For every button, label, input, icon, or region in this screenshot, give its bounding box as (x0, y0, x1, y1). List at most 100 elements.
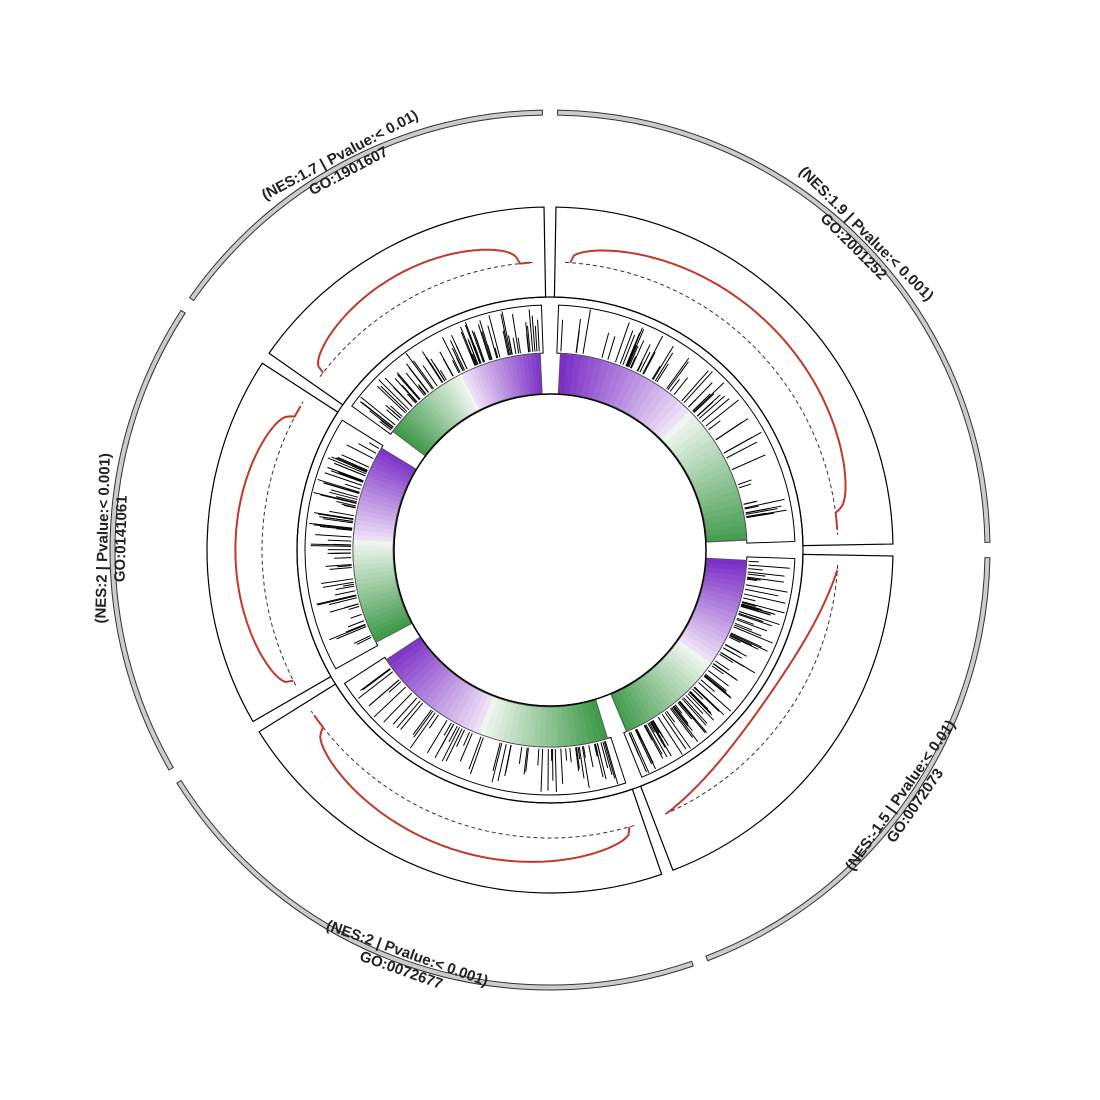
rank-cell (698, 596, 738, 616)
rank-cell (401, 653, 436, 685)
gene-hit (341, 454, 370, 468)
gene-hit (560, 748, 564, 784)
gene-hit (337, 456, 368, 471)
gene-hit (448, 725, 458, 743)
gene-hit (619, 330, 634, 365)
gene-hit (708, 420, 721, 431)
gene-hit (715, 421, 743, 441)
rank-cell (648, 396, 680, 432)
gene-hit (518, 746, 523, 764)
gene-hit (683, 697, 708, 724)
gene-hit (657, 716, 683, 755)
rank-cell (428, 673, 458, 710)
rank-cell (569, 354, 583, 396)
gene-hit (348, 605, 360, 610)
rank-cell (603, 364, 625, 405)
running-score-line (316, 248, 530, 374)
gene-hit (679, 700, 708, 733)
rank-cell (357, 503, 398, 518)
gene-hit (310, 545, 352, 547)
gene-hit (651, 365, 661, 380)
rank-cell (495, 700, 512, 742)
gene-hit (335, 585, 355, 591)
gene-hit (688, 691, 713, 716)
rank-cell (485, 362, 503, 402)
gene-hit (666, 710, 676, 723)
gene-hit (430, 363, 444, 383)
rank-cell (697, 483, 738, 504)
rank-cell (672, 643, 709, 673)
rank-cell (700, 588, 741, 605)
rank-cell (465, 691, 489, 732)
rank-cell (353, 533, 394, 542)
zero-line (565, 261, 839, 535)
gene-hit (577, 746, 581, 760)
gene-hit (456, 357, 464, 372)
gene-hit (648, 722, 656, 733)
rank-cell (585, 701, 602, 742)
gene-hit (488, 315, 501, 358)
rank-cell (634, 383, 663, 422)
gene-hit (442, 337, 461, 373)
rank-cell (425, 394, 454, 429)
gene-hit (327, 539, 352, 542)
rank-cell (704, 518, 746, 532)
gene-hit (693, 382, 725, 413)
rank-cell (648, 669, 679, 704)
rank-track-border (557, 352, 748, 543)
rank-cell (687, 621, 726, 646)
gene-hit (336, 501, 357, 507)
gene-hit (479, 320, 493, 360)
rank-cell (367, 470, 407, 491)
gene-hit (683, 371, 713, 404)
gene-hit (642, 351, 656, 375)
gene-hit (439, 369, 447, 381)
gene-hit (459, 732, 473, 762)
rank-cell (550, 706, 559, 747)
rank-cell (378, 447, 416, 473)
gene-hit (325, 564, 352, 567)
rank-cell (409, 660, 443, 694)
rank-cell (422, 396, 452, 431)
gene-hit (628, 732, 635, 745)
gene-hit (388, 681, 402, 693)
rank-cell (477, 365, 496, 405)
gene-hit (701, 398, 730, 422)
rank-cell (414, 663, 447, 698)
gene-hit (531, 315, 536, 352)
rank-cell (661, 657, 695, 690)
gene-hit (329, 566, 352, 570)
gene-hit (317, 513, 354, 521)
rank-cell (356, 508, 397, 522)
gene-hit (452, 360, 460, 374)
gene-hit (734, 624, 762, 637)
rank-cell (361, 596, 402, 615)
gene-hit (636, 728, 654, 764)
rank-cell (465, 369, 487, 409)
rank-cell (643, 391, 674, 428)
gene-hit (730, 632, 762, 648)
gene-hit (726, 441, 758, 459)
gene-hit (650, 721, 664, 743)
rank-cell (526, 353, 536, 395)
gene-hit (688, 399, 696, 408)
rank-cell (473, 366, 493, 406)
rank-cell (371, 615, 410, 638)
rank-cell (691, 613, 731, 636)
gene-hit (320, 494, 357, 505)
gene-hit (744, 498, 785, 509)
gene-hit (409, 712, 436, 749)
rank-cell (651, 666, 683, 701)
rank-cell (353, 553, 394, 561)
rank-cell (581, 356, 597, 398)
gene-hit (725, 643, 741, 653)
gene-hit (674, 704, 683, 714)
gene-hit (336, 626, 367, 640)
gene-hit (451, 334, 468, 370)
rank-cell (412, 405, 444, 438)
rank-cell (355, 513, 396, 526)
gene-hit (723, 431, 762, 454)
rank-cell (433, 676, 462, 714)
gene-hit (733, 626, 773, 644)
